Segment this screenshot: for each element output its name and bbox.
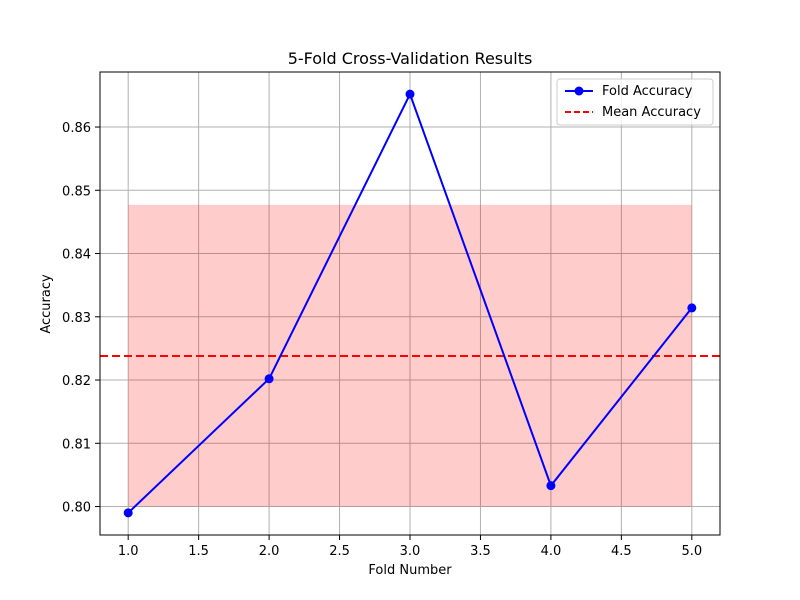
y-tick-label: 0.81 — [62, 437, 91, 452]
x-tick-label: 3.0 — [400, 544, 421, 559]
y-tick-label: 0.82 — [62, 374, 91, 389]
fold-accuracy-point — [264, 374, 274, 384]
y-tick-label: 0.83 — [62, 311, 91, 326]
x-axis-label: Fold Number — [368, 563, 452, 578]
y-axis-label: Accuracy — [39, 274, 54, 334]
x-tick-label: 3.5 — [470, 544, 491, 559]
legend-fold-marker — [574, 86, 584, 96]
x-tick-label: 2.0 — [259, 544, 280, 559]
y-tick-label: 0.86 — [62, 121, 91, 136]
series-layer — [100, 89, 720, 518]
chart-title: 5-Fold Cross-Validation Results — [288, 49, 533, 68]
legend: Fold Accuracy Mean Accuracy — [556, 78, 714, 126]
x-tick-label: 5.0 — [681, 544, 702, 559]
y-tick-label: 0.84 — [62, 248, 91, 263]
y-tick-label: 0.85 — [62, 184, 91, 199]
x-tick-label: 1.5 — [188, 544, 209, 559]
x-tick-label: 4.5 — [611, 544, 632, 559]
legend-mean-label: Mean Accuracy — [602, 105, 701, 120]
x-tick-label: 2.5 — [329, 544, 350, 559]
fold-accuracy-point — [123, 508, 133, 518]
x-tick-label: 1.0 — [118, 544, 139, 559]
x-tick-label: 4.0 — [541, 544, 562, 559]
y-tick-label: 0.80 — [62, 501, 91, 516]
fold-accuracy-point — [687, 303, 697, 313]
legend-box — [556, 78, 714, 126]
fold-accuracy-point — [546, 481, 556, 491]
grid-layer — [100, 72, 720, 535]
legend-fold-label: Fold Accuracy — [602, 84, 693, 99]
tick-layer: 1.0 1.5 2.0 2.5 3.0 3.5 4.0 4.5 5.0 0.80 0.81 0.82 0… — [62, 121, 702, 559]
fold-accuracy-point — [405, 89, 415, 99]
